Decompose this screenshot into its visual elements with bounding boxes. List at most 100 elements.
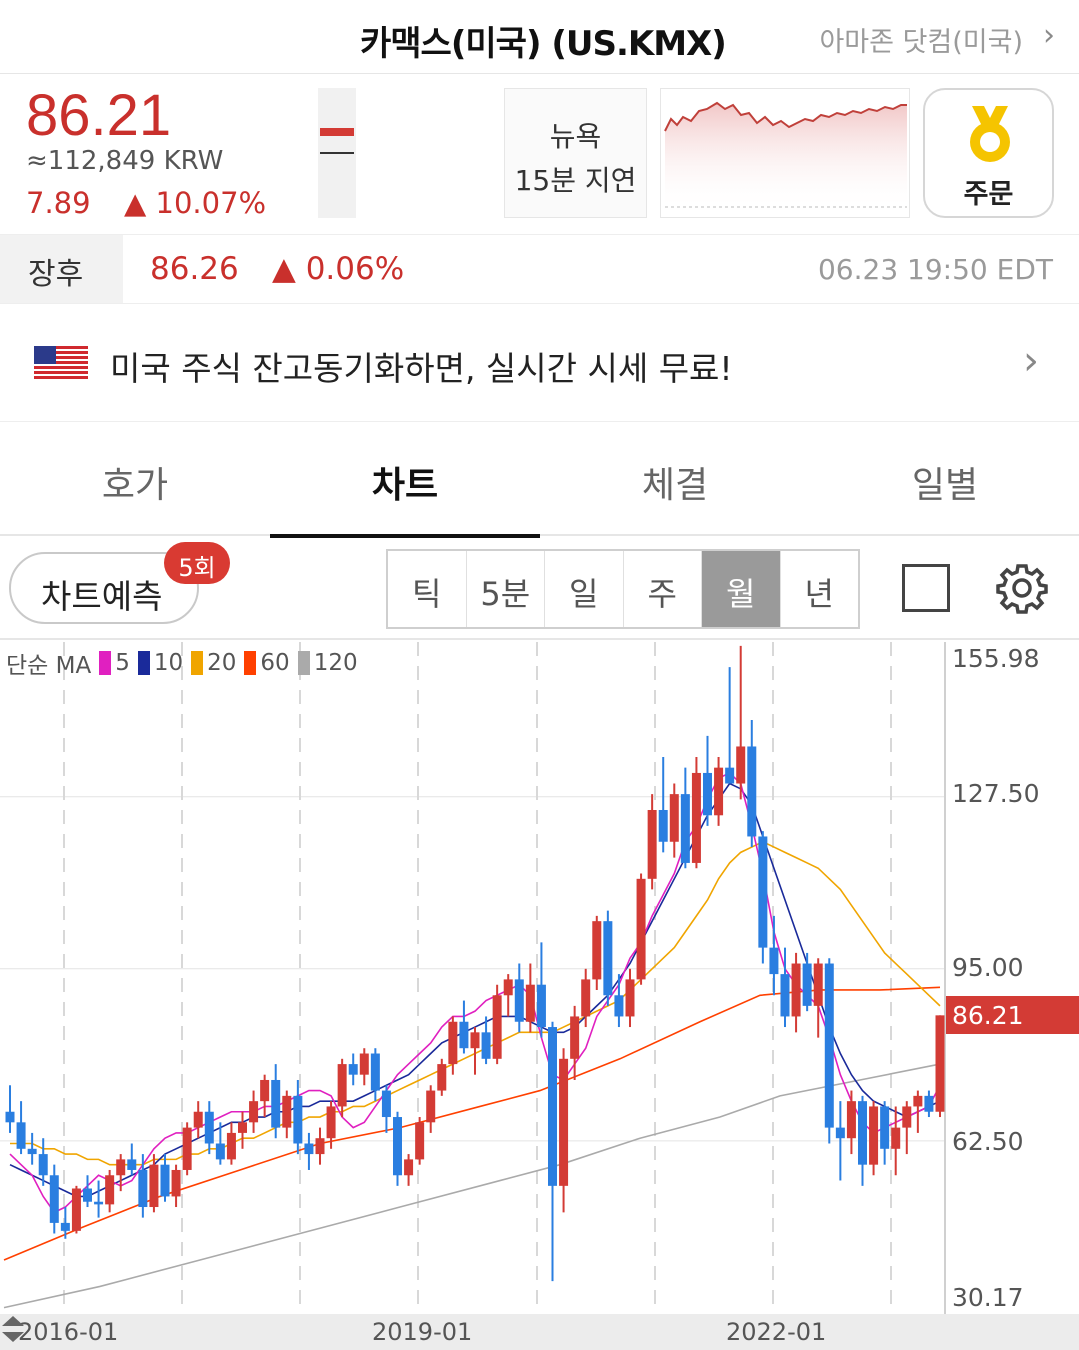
legend-label-60: 60 (260, 650, 290, 676)
candle-body (581, 979, 591, 1017)
candle-body (536, 984, 546, 1028)
candle-body (559, 1058, 569, 1186)
period-week[interactable]: 주 (624, 551, 702, 627)
candle-body (315, 1138, 325, 1155)
chart-predict-button[interactable]: 차트예측 (9, 552, 199, 624)
market-delay-box: 뉴욕 15분 지연 (504, 88, 647, 218)
y-tick-label: 155.98 (952, 644, 1040, 673)
quote-summary: 86.21 ≈112,849 KRW 7.89 ▲ 10.07% 뉴욕 15분 … (0, 74, 1079, 232)
day-range-gauge (318, 88, 356, 218)
legend-swatch-5 (99, 651, 112, 675)
us-flag-icon (34, 346, 88, 380)
delay-text: 15분 지연 (514, 164, 637, 197)
legend-label-20: 20 (207, 650, 237, 676)
candle-body (16, 1122, 26, 1149)
legend-prefix: 단순 MA (6, 653, 92, 679)
period-selector: 틱 5분 일 주 월 년 (386, 549, 860, 629)
legend-swatch-120 (297, 651, 310, 675)
candle-body (226, 1132, 236, 1160)
y-tick-label: 62.50 (952, 1127, 1024, 1156)
candle-body (71, 1188, 81, 1231)
intraday-sparkline[interactable] (660, 88, 910, 218)
candle-body (680, 794, 690, 863)
candle-body (470, 1032, 480, 1049)
order-button[interactable]: 주문 (923, 88, 1054, 218)
candle-body (249, 1101, 259, 1123)
candle-body (138, 1169, 148, 1208)
tab-orderbook[interactable]: 호가 (101, 465, 169, 506)
page-title: 카맥스(미국) (US.KMX) (360, 24, 727, 64)
y-tick-label: 30.17 (952, 1283, 1024, 1312)
candle-body (182, 1127, 192, 1170)
last-price-tag: 86.21 (946, 996, 1079, 1034)
candle-body (116, 1159, 126, 1176)
candle-body (891, 1127, 901, 1149)
candle-body (359, 1053, 369, 1075)
candle-body (326, 1106, 336, 1139)
candle-body (835, 1127, 845, 1139)
candle-body (813, 963, 823, 1006)
candle-body (94, 1201, 104, 1205)
x-tick-label: 2016-01 (18, 1318, 119, 1346)
candle-body (271, 1079, 281, 1128)
legend-label-10: 10 (153, 650, 184, 676)
candle-body (780, 974, 790, 1017)
candle-body (215, 1143, 225, 1160)
period-5min[interactable]: 5분 (467, 551, 545, 627)
promo-message: 미국 주식 잔고동기화하면, 실시간 시세 무료! (110, 349, 733, 388)
sparkline-area (665, 103, 907, 211)
candle-body (426, 1090, 436, 1123)
candle-body (171, 1169, 181, 1197)
period-year[interactable]: 년 (804, 575, 834, 613)
legend-swatch-20 (191, 651, 204, 675)
chevron-right-icon: › (1023, 338, 1039, 384)
candle-body (393, 1117, 402, 1176)
candle-body (437, 1064, 447, 1091)
y-tick-label: 127.50 (952, 779, 1040, 808)
candle-body (846, 1101, 856, 1139)
price-chart[interactable]: 단순 MA 5 10 20 60 120 155.98 127.50 95.00… (0, 642, 1079, 1350)
sparkline-line (664, 101, 907, 132)
candle-body (459, 1021, 469, 1049)
realtime-promo-banner[interactable]: 미국 주식 잔고동기화하면, 실시간 시세 무료! › (0, 304, 1079, 422)
after-hours-label: 장후 (0, 235, 123, 303)
candle-body (570, 1016, 580, 1059)
candle-body (492, 995, 502, 1059)
candle-body (802, 963, 812, 1006)
candle-body (83, 1188, 92, 1202)
range-base-line (320, 152, 354, 154)
candle-body (304, 1143, 314, 1155)
app-header: 카맥스(미국) (US.KMX) 아마존 닷컴(미국) › (0, 0, 1079, 74)
current-price: 86.21 (26, 83, 172, 148)
candle-body (282, 1095, 292, 1128)
period-tick[interactable]: 틱 (388, 551, 467, 627)
tab-daily[interactable]: 일별 (911, 465, 979, 506)
candle-body (725, 767, 735, 784)
chevron-right-icon[interactable]: › (1043, 18, 1055, 53)
tab-trades[interactable]: 체결 (641, 465, 709, 506)
ma120-line (3, 1063, 941, 1309)
fullscreen-icon[interactable] (902, 564, 950, 612)
candle-body (769, 947, 779, 975)
tab-chart[interactable]: 차트 (270, 422, 540, 538)
candle-body (5, 1111, 15, 1123)
candle-body (49, 1175, 59, 1223)
chart-predict-label: 차트예측 (41, 577, 163, 616)
candle-body (514, 979, 524, 1022)
candle-body (924, 1095, 934, 1112)
gear-icon[interactable] (996, 562, 1048, 614)
candlestick-chart[interactable] (0, 642, 1079, 1350)
candle-body (747, 746, 757, 837)
related-stock-link[interactable]: 아마존 닷컴(미국) (819, 27, 1023, 58)
period-month[interactable]: 월 (702, 551, 781, 627)
chart-toolbar: 차트예측 5회 틱 5분 일 주 월 년 (0, 538, 1079, 640)
candle-body (337, 1064, 347, 1107)
range-marker (320, 128, 354, 136)
scroll-arrows-icon[interactable] (0, 1314, 26, 1344)
candle-body (525, 984, 535, 1022)
period-day[interactable]: 일 (545, 551, 624, 627)
candle-body (691, 772, 701, 863)
legend-swatch-60 (244, 651, 257, 675)
candle-body (370, 1053, 380, 1091)
candle-body (592, 921, 602, 980)
